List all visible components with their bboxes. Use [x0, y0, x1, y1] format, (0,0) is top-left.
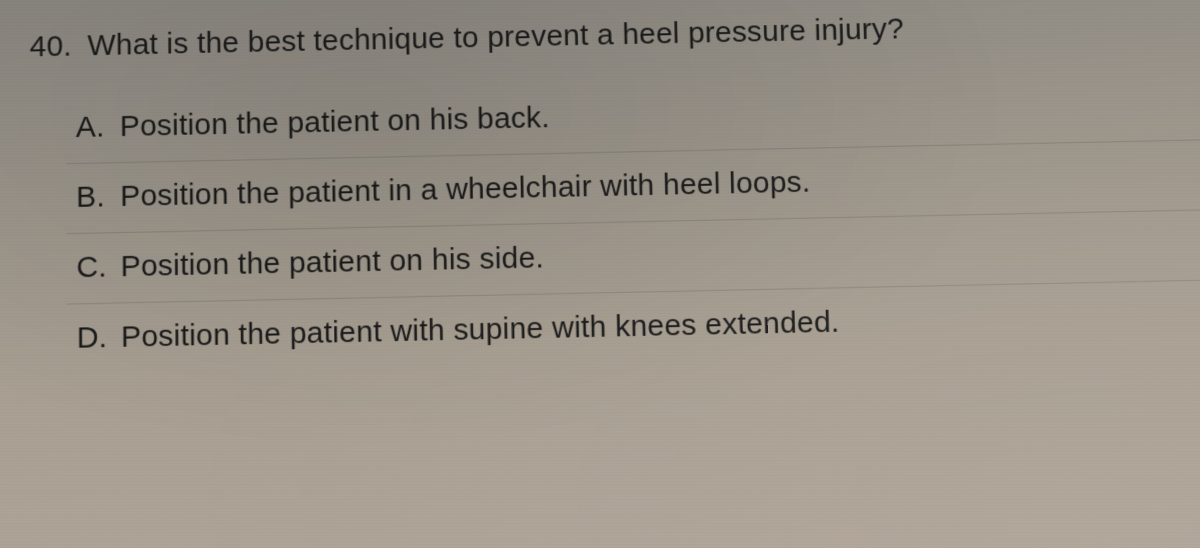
option-label: C.: [76, 250, 120, 285]
option-text: Position the patient in a wheelchair wit…: [120, 166, 811, 213]
option-label: B.: [76, 180, 120, 215]
option-label: D.: [77, 321, 121, 356]
option-text: Position the patient on his side.: [120, 241, 544, 283]
question-block: 40.What is the best technique to prevent…: [0, 0, 1200, 376]
option-text: Position the patient on his back.: [120, 101, 550, 143]
option-label: A.: [76, 110, 120, 145]
question-line: 40.What is the best technique to prevent…: [30, 7, 1167, 64]
question-text: What is the best technique to prevent a …: [87, 12, 904, 62]
question-number: 40.: [30, 29, 88, 64]
options-list: A.Position the patient on his back. B.Po…: [76, 70, 1179, 374]
option-text: Position the patient with supine with kn…: [121, 305, 840, 353]
